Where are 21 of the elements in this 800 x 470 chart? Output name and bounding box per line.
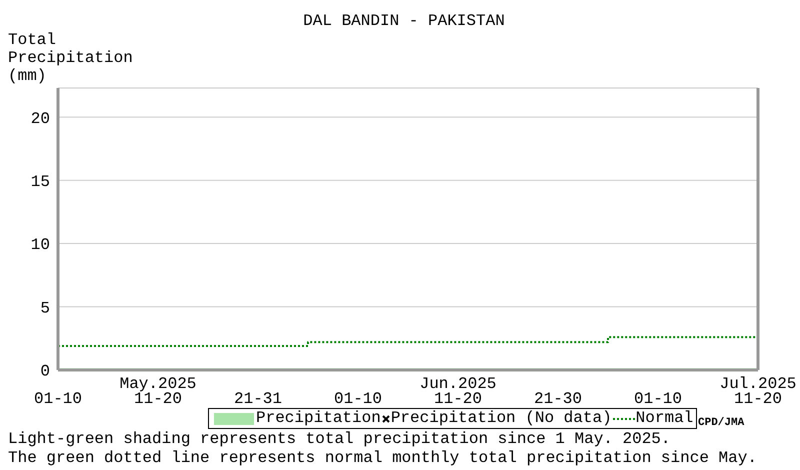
x-tick-label: 01-10 (634, 390, 682, 408)
y-tick-label: 10 (30, 236, 50, 254)
y-tick-label: 15 (30, 172, 50, 191)
x-tick-label: 21-30 (534, 390, 582, 408)
x-tick-label: 21-31 (234, 390, 282, 408)
text: Light-green shading represents total precipitation since 1 May. 2025. (8, 430, 672, 449)
chart-title: DAL BANDIN - PAKISTAN (302, 12, 506, 30)
text: CPD/JMA (698, 417, 744, 429)
x-tick-label: 01-10 (34, 390, 82, 408)
y-tick-label: 0 (40, 362, 50, 381)
y-axis-title: Total Precipitation (mm) (8, 31, 133, 85)
y-tick-label: 20 (30, 110, 50, 128)
text: The green dotted line represents normal monthly total precipitation since May. (8, 449, 757, 468)
legend-label: Normal (634, 409, 694, 428)
x-tick-label: Jun.2025 11-20 (420, 375, 496, 408)
x-tick-label: Jul.2025 11-20 (720, 375, 796, 408)
legend-label: Precipitation (No data) (390, 409, 612, 428)
y-tick-label: 5 (40, 299, 50, 318)
x-tick-label: 01-10 (334, 390, 382, 408)
x-tick-label: May.2025 11-20 (120, 375, 196, 408)
legend-label: Precipitation (255, 409, 381, 428)
